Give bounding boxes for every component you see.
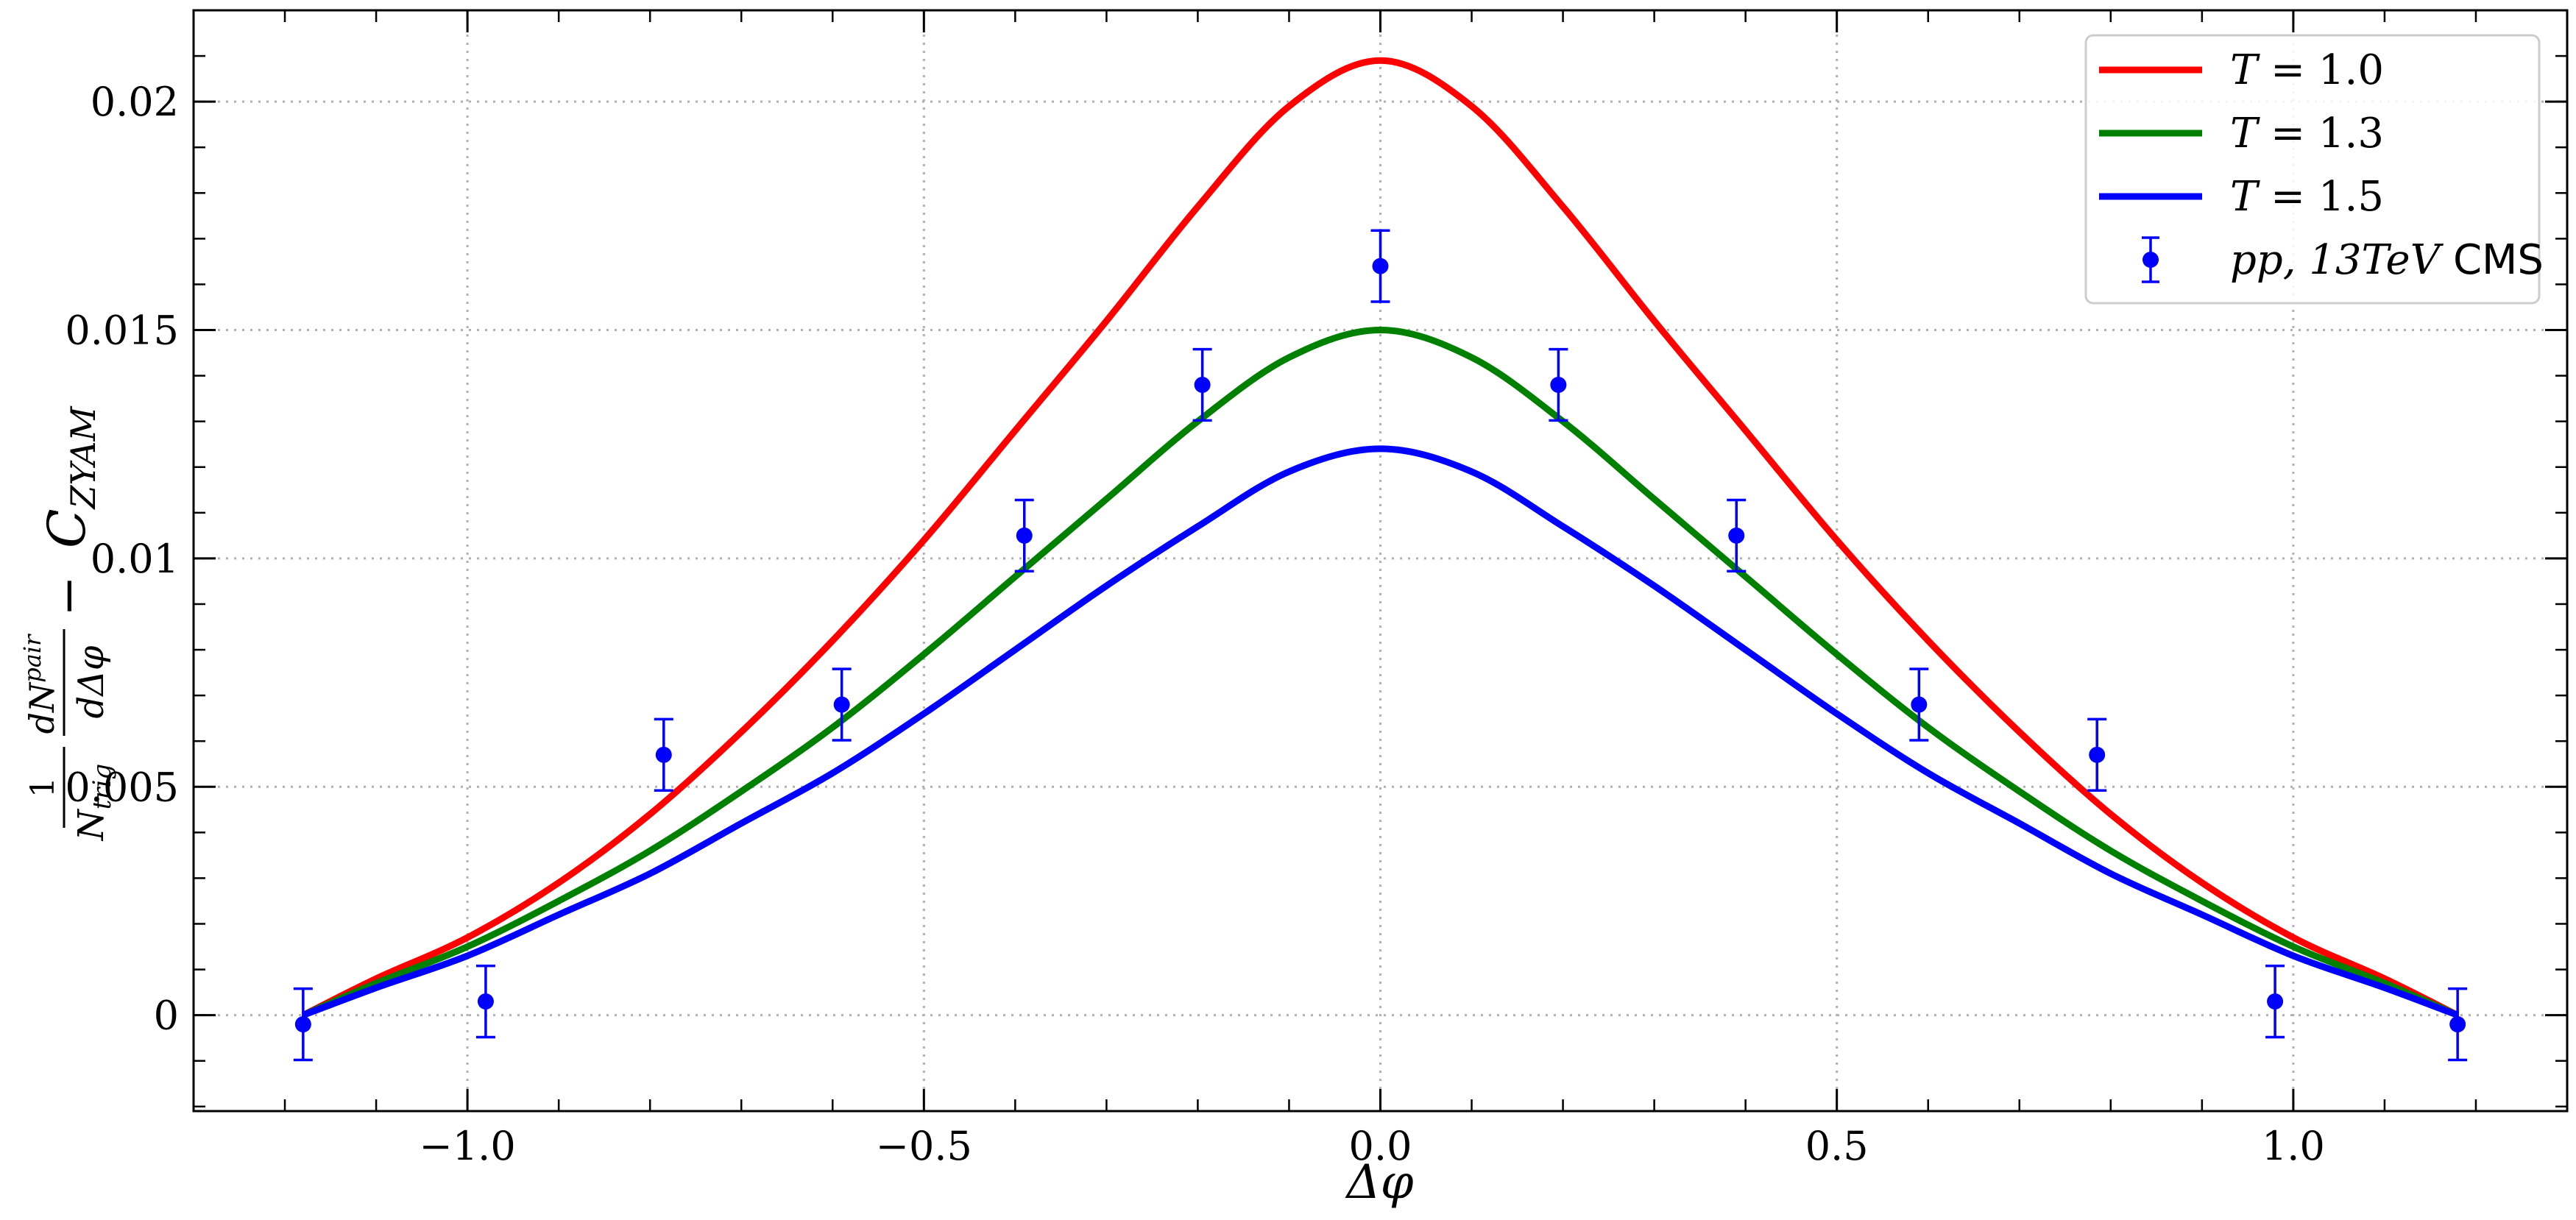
data-point (294, 1016, 311, 1033)
y-label-fraction-1: 1 Ntrig (24, 747, 117, 841)
svg-text:Ntrig: Ntrig (71, 764, 117, 842)
data-point (477, 993, 494, 1010)
legend-box (2084, 34, 2541, 305)
y-label-c-subscript: ZYAM (63, 405, 103, 510)
legend-label: T = 1.3 (2230, 110, 2384, 157)
y-label-frac2-denominator: dΔφ (71, 645, 112, 718)
y-label-c: C (37, 508, 97, 548)
y-label-frac2-numerator-superscript: pair (18, 634, 46, 683)
y-tick-label: 0.015 (65, 308, 179, 354)
data-point (2089, 746, 2106, 763)
data-point (1016, 527, 1033, 544)
y-tick-label: 0.005 (65, 764, 179, 810)
data-point (655, 746, 672, 763)
legend-entry-3: T = 1.5 (2099, 173, 2384, 221)
y-axis-label: 1 Ntrig dNpair dΔφ − CZYAM (18, 405, 117, 841)
x-axis-label: Δφ (1344, 1155, 1413, 1210)
data-point (2449, 1016, 2466, 1033)
legend-label: pp, 13TeV CMS (2230, 236, 2544, 284)
x-tick-label: 1.0 (2262, 1123, 2325, 1169)
legend-entry-4: pp, 13TeV CMS (2142, 236, 2544, 284)
legend-label: T = 1.5 (2230, 173, 2384, 221)
x-tick-label: −1.0 (420, 1123, 516, 1169)
y-tick-label: 0.01 (91, 536, 179, 582)
legend: T = 1.0 T = 1.3 T = 1.5 pp, 13TeV CMS (2084, 34, 2544, 305)
plot-area (293, 57, 2468, 1062)
y-label-fraction-2: dNpair dΔφ (18, 629, 112, 736)
legend-entry-1: T = 1.0 (2099, 46, 2384, 94)
grid (194, 10, 2567, 1111)
data-point (1550, 377, 1567, 394)
data-point (2267, 993, 2284, 1010)
legend-entry-2: T = 1.3 (2099, 110, 2384, 157)
series-line-3 (302, 445, 2459, 1018)
series-line-2 (302, 327, 2459, 1018)
data-point (1372, 258, 1389, 274)
axis-ticks: −1.0 −0.5 0.0 0.5 1.0 0 0.005 0.01 0.015 0.02 (65, 10, 2567, 1169)
data-point (1911, 696, 1928, 713)
svg-text:dNpair: dNpair (18, 634, 62, 734)
series-line-1 (301, 57, 2460, 1018)
y-label-frac1-numerator: 1 (24, 777, 62, 798)
y-tick-label: 0.02 (91, 79, 179, 125)
x-tick-label: −0.5 (876, 1123, 972, 1169)
y-label-minus: − (40, 575, 96, 616)
y-label-frac2-numerator: dN (22, 681, 62, 734)
svg-text:CZYAM: CZYAM (37, 405, 103, 548)
data-point (1194, 377, 1211, 394)
x-tick-label: 0.5 (1805, 1123, 1869, 1169)
data-point (1728, 527, 1745, 544)
y-tick-label: 0 (154, 993, 179, 1039)
data-point (833, 696, 850, 713)
legend-marker-swatch (2142, 252, 2159, 268)
y-label-frac1-denominator-subscript: trig (88, 764, 117, 810)
legend-label: T = 1.0 (2230, 46, 2384, 94)
x-tick-label: 0.0 (1349, 1123, 1412, 1169)
y-label-frac1-denominator: N (71, 808, 112, 841)
